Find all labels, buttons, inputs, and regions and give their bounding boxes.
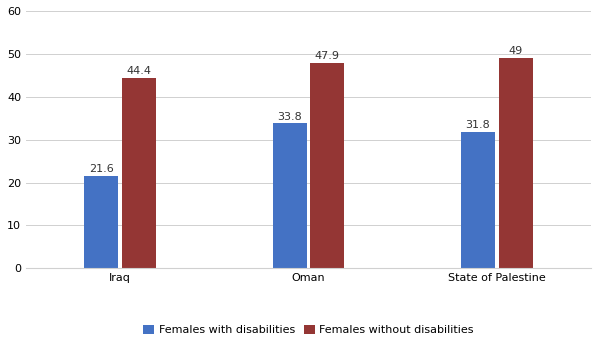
Bar (310, 63, 344, 268)
Text: 49: 49 (508, 46, 523, 56)
Text: 21.6: 21.6 (89, 164, 114, 174)
Text: 44.4: 44.4 (126, 66, 151, 76)
Bar (84, 176, 118, 268)
Bar (273, 123, 307, 268)
Legend: Females with disabilities, Females without disabilities: Females with disabilities, Females witho… (139, 320, 478, 340)
Bar (461, 132, 495, 268)
Text: 33.8: 33.8 (277, 111, 302, 122)
Bar (122, 78, 156, 268)
Text: 31.8: 31.8 (466, 120, 490, 130)
Text: 47.9: 47.9 (315, 51, 340, 61)
Bar (499, 58, 533, 268)
